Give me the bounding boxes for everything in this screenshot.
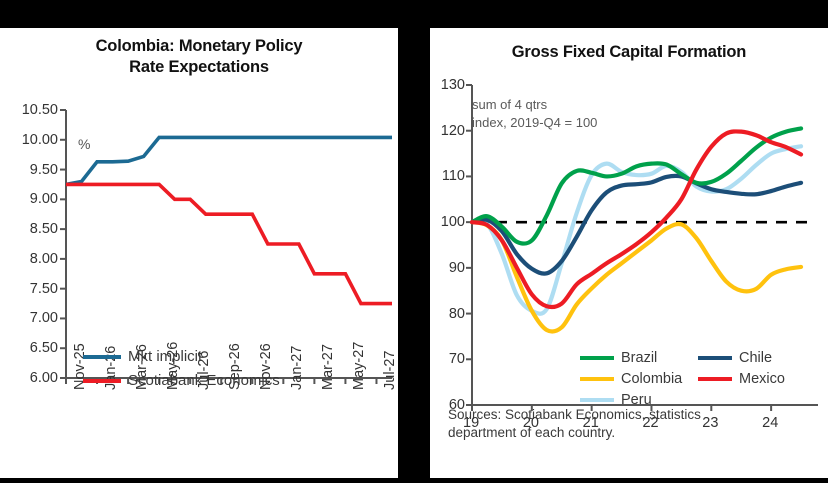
sources-right-line1: Sources: Scotiabank Economics, statistic… (448, 407, 701, 422)
y-tick-label: 80 (448, 305, 465, 322)
chart-title-left-line2: Rate Expectations (129, 58, 269, 76)
legend-item-colombia: Colombia (580, 371, 682, 387)
x-tick-label: 20 (522, 415, 539, 431)
legend-swatch-icon (83, 378, 121, 383)
legend-item-chile: Chile (698, 350, 772, 366)
panel-colombia-policy-rate: Colombia: Monetary Policy Rate Expectati… (0, 28, 398, 478)
x-tick-label: 21 (582, 415, 599, 431)
y-tick-label: 10.50 (21, 101, 58, 118)
chart-title-right-line1: Gross Fixed Capital Formation (511, 43, 747, 61)
legend-swatch-icon (580, 376, 614, 382)
legend-item-mkt-implicit: Mkt implicit (83, 348, 202, 365)
note-right-line1: sum of 4 qtrs (472, 97, 548, 112)
sources-right-line2: department of each country. (448, 425, 616, 440)
legend-label: Mexico (739, 371, 785, 387)
legend-label: Peru (621, 392, 652, 408)
y-tick-label: 8.00 (29, 250, 58, 267)
line-chart-left (60, 109, 392, 384)
legend-item-mexico: Mexico (698, 371, 785, 387)
y-tick-label: 8.50 (29, 220, 58, 237)
legend-item-scotiabank-economics: Scotiabank Economics (83, 372, 280, 389)
x-tick-label: Mar-27 (319, 344, 336, 390)
legend-label: Mkt implicit (128, 348, 203, 365)
line-chart-right (466, 84, 818, 411)
legend-swatch-icon (83, 354, 121, 359)
y-tick-label: 7.50 (29, 280, 58, 297)
unit-note-left: % (78, 136, 91, 152)
x-tick-label: 19 (463, 415, 480, 431)
y-tick-label: 120 (440, 122, 465, 139)
y-tick-label: 100 (440, 213, 465, 230)
y-tick-label: 70 (448, 351, 465, 368)
y-tick-label: 60 (448, 396, 465, 413)
legend-swatch-icon (580, 397, 614, 403)
y-tick-label: 10.00 (21, 131, 58, 148)
plot-area-right: 60 70 80 90 100 110 120 130 sum of 4 qtrs index… (430, 28, 828, 478)
x-tick-label: 23 (702, 415, 719, 431)
y-tick-label: 6.50 (29, 339, 58, 356)
legend-item-peru: Peru (580, 392, 652, 408)
x-tick-label: 22 (642, 415, 659, 431)
x-tick-label: 24 (762, 415, 779, 431)
legend-label: Scotiabank Economics (128, 372, 280, 389)
legend-item-brazil: Brazil (580, 350, 657, 366)
chart-title-left-line1: Colombia: Monetary Policy (95, 37, 303, 55)
legend-swatch-icon (580, 355, 614, 361)
y-tick-label: 90 (448, 259, 465, 276)
y-tick-label: 7.00 (29, 310, 58, 327)
note-right-line2: index, 2019-Q4 = 100 (472, 115, 598, 130)
legend-label: Colombia (621, 371, 683, 387)
y-tick-label: 6.00 (29, 369, 58, 386)
x-tick-label: May-27 (350, 341, 367, 390)
chart-title-right: Gross Fixed Capital Formation (430, 28, 828, 63)
legend-label: Brazil (621, 350, 658, 366)
legend-swatch-icon (698, 376, 732, 382)
y-tick-label: 110 (441, 168, 465, 185)
legend-swatch-icon (698, 355, 732, 361)
legend-label: Chile (739, 350, 773, 366)
y-tick-label: 9.50 (29, 161, 58, 178)
plot-area-left: 6.00 6.50 7.00 7.50 8.00 8.50 9.00 9.50 10.00 10.… (0, 28, 398, 478)
panel-gross-fixed-capital-formation: Gross Fixed Capital Formation 60 70 80 90 10… (430, 28, 828, 478)
y-tick-label: 9.00 (29, 191, 58, 208)
y-tick-label: 130 (440, 76, 465, 93)
x-tick-label: Jan-27 (288, 345, 305, 390)
chart-title-left: Colombia: Monetary Policy Rate Expectati… (0, 28, 398, 78)
x-tick-label: Jul-27 (381, 350, 398, 391)
